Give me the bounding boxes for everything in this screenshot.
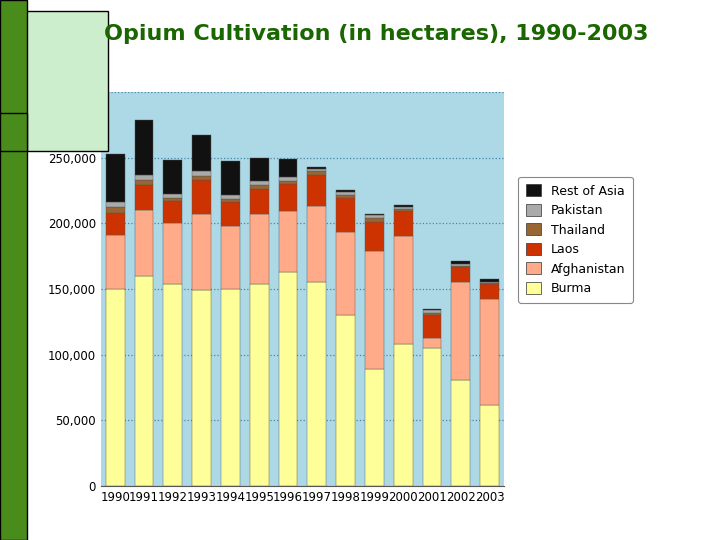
Bar (365, 218, 384, 222)
Bar (106, 289, 125, 486)
Bar (451, 380, 470, 486)
Bar (163, 284, 182, 486)
Bar (394, 211, 413, 237)
Bar (480, 282, 499, 283)
Legend: Rest of Asia, Pakistan, Thailand, Laos, Afghanistan, Burma: Rest of Asia, Pakistan, Thailand, Laos, … (518, 177, 633, 302)
Bar (250, 284, 269, 486)
Bar (250, 185, 269, 189)
Bar (279, 159, 297, 178)
Bar (250, 181, 269, 185)
Bar (336, 190, 355, 192)
Bar (106, 235, 125, 289)
Bar (336, 315, 355, 486)
Bar (135, 120, 153, 175)
Bar (250, 189, 269, 214)
Bar (307, 174, 326, 206)
Bar (192, 176, 211, 180)
Bar (423, 338, 441, 348)
Bar (307, 282, 326, 486)
Bar (307, 206, 326, 282)
Bar (250, 158, 269, 181)
Bar (135, 175, 153, 180)
Bar (336, 232, 355, 315)
Bar (336, 192, 355, 195)
Bar (163, 201, 182, 223)
Bar (106, 153, 125, 202)
Bar (394, 237, 413, 344)
Bar (279, 211, 297, 272)
Bar (480, 299, 499, 404)
Bar (451, 265, 470, 266)
Bar (394, 205, 413, 206)
Bar (221, 161, 240, 195)
Bar (106, 202, 125, 207)
Bar (423, 310, 441, 313)
Bar (480, 404, 499, 486)
Bar (394, 209, 413, 211)
Text: Opium Cultivation (in hectares), 1990-2003: Opium Cultivation (in hectares), 1990-20… (104, 24, 649, 44)
Bar (192, 214, 211, 290)
Bar (451, 266, 470, 267)
Bar (451, 260, 470, 265)
Bar (307, 168, 326, 171)
Bar (365, 369, 384, 486)
Bar (221, 199, 240, 202)
Bar (451, 282, 470, 380)
Bar (394, 344, 413, 486)
Bar (365, 215, 384, 218)
Bar (192, 180, 211, 214)
Bar (394, 206, 413, 209)
Bar (279, 180, 297, 184)
Bar (336, 195, 355, 198)
Bar (221, 202, 240, 226)
Bar (451, 267, 470, 282)
Bar (279, 178, 297, 180)
Bar (480, 279, 499, 282)
Bar (480, 283, 499, 284)
Bar (423, 315, 441, 338)
Bar (135, 185, 153, 210)
Bar (221, 289, 240, 486)
Bar (365, 222, 384, 251)
Bar (423, 313, 441, 315)
Bar (163, 194, 182, 198)
Bar (336, 198, 355, 232)
Bar (279, 272, 297, 486)
Bar (279, 184, 297, 211)
Bar (365, 214, 384, 215)
Bar (192, 290, 211, 486)
Bar (192, 134, 211, 171)
Bar (250, 214, 269, 284)
Bar (135, 180, 153, 185)
Bar (423, 309, 441, 310)
Bar (221, 226, 240, 289)
Bar (307, 167, 326, 168)
Bar (163, 198, 182, 201)
Bar (192, 171, 211, 176)
Bar (106, 207, 125, 213)
Bar (135, 276, 153, 486)
Bar (106, 213, 125, 235)
Bar (221, 195, 240, 199)
Bar (163, 223, 182, 284)
Bar (163, 160, 182, 194)
Bar (423, 348, 441, 486)
Bar (307, 171, 326, 174)
Bar (480, 284, 499, 299)
Bar (365, 251, 384, 369)
Bar (135, 210, 153, 276)
